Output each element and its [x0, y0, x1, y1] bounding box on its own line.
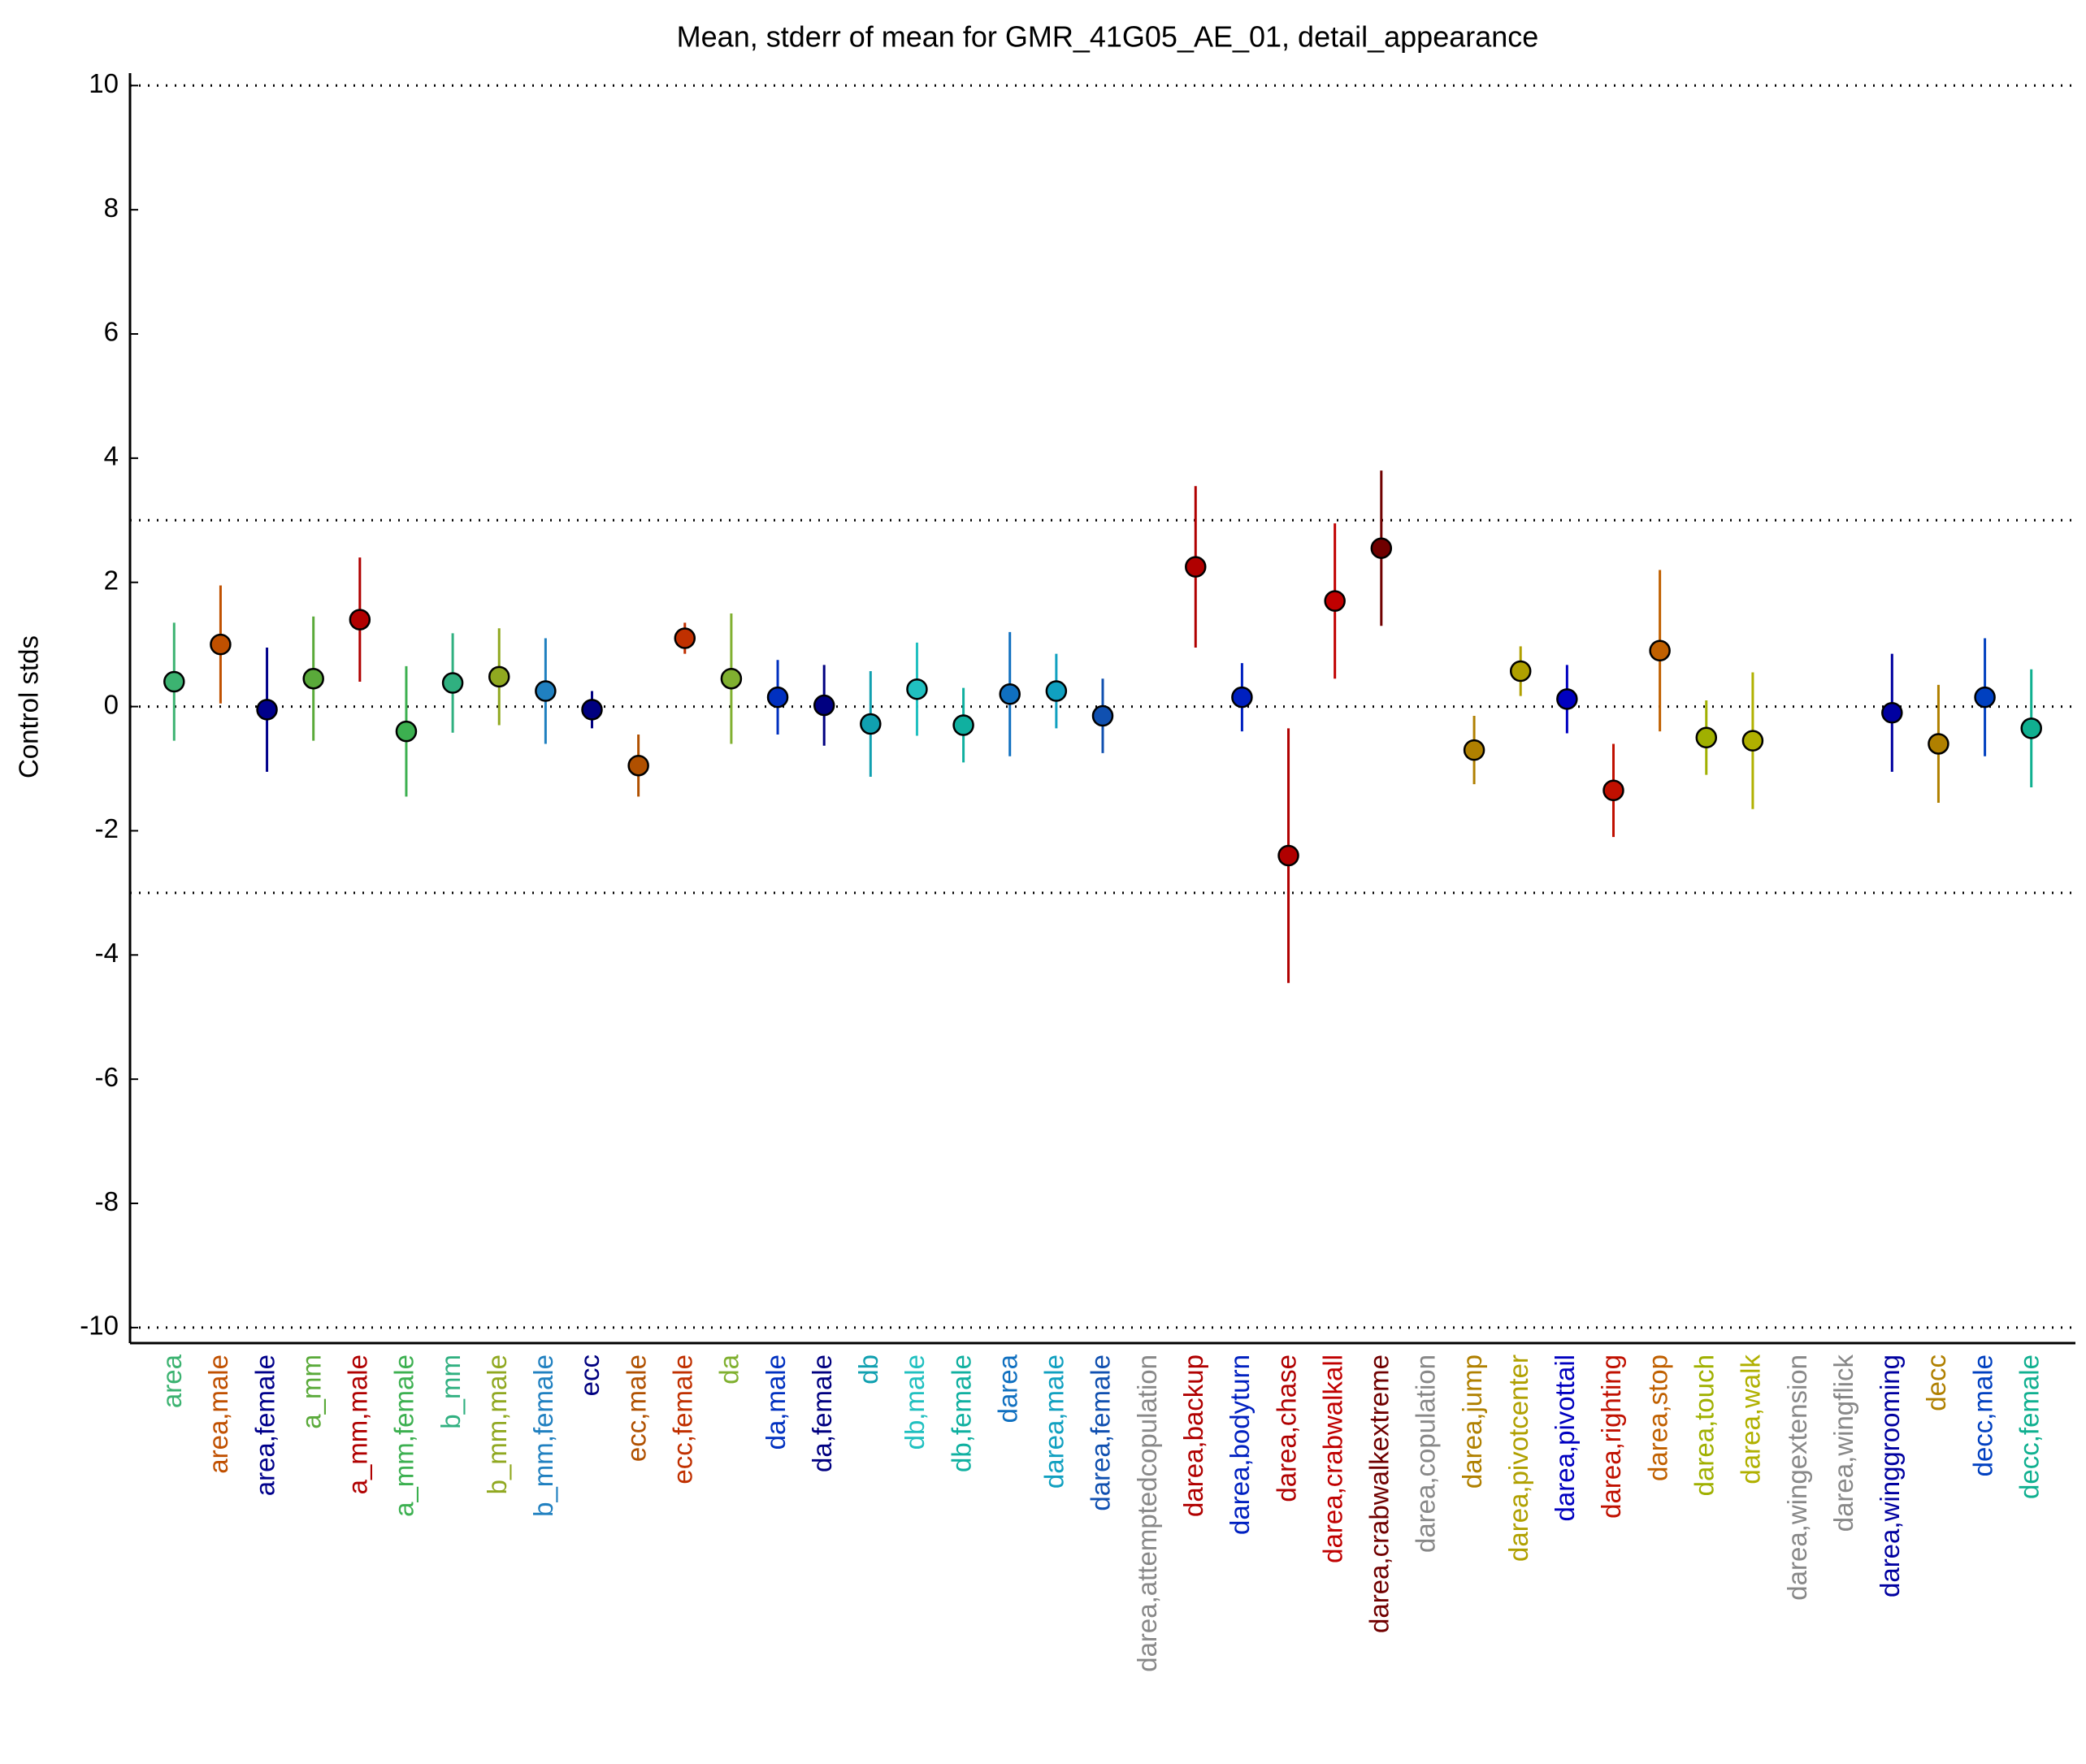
mean-marker [395, 720, 418, 743]
x-tick-label: darea,righting [1596, 1354, 1626, 1519]
x-tick-label: b_mm,male [482, 1354, 512, 1494]
mean-marker [1091, 704, 1114, 727]
y-tick-label: -10 [80, 1311, 119, 1341]
y-tick-label: 10 [89, 68, 119, 98]
y-tick-label: 8 [104, 193, 119, 223]
mean-marker [256, 699, 278, 721]
mean-marker [720, 667, 743, 690]
mean-marker [163, 670, 185, 693]
x-tick-label: darea,winggrooming [1875, 1354, 1905, 1597]
mean-marker [581, 699, 603, 721]
mean-marker [952, 714, 974, 736]
x-tick-label: darea [992, 1354, 1022, 1423]
x-tick-label: darea,touch [1689, 1354, 1719, 1496]
mean-marker [1974, 686, 1996, 709]
mean-marker [1277, 844, 1299, 867]
mean-marker [2020, 717, 2042, 739]
x-tick-label: ecc,female [667, 1354, 697, 1484]
x-tick-label: a_mm [296, 1354, 326, 1429]
mean-marker [1509, 660, 1532, 683]
x-tick-label: darea,stop [1642, 1354, 1672, 1481]
x-tick-label: darea,pivotcenter [1503, 1354, 1533, 1562]
mean-marker [1881, 701, 1903, 724]
mean-marker [441, 672, 464, 694]
mean-marker [488, 665, 510, 688]
x-tick-label: db [853, 1354, 883, 1385]
x-tick-label: decc,male [1967, 1354, 1997, 1476]
x-tick-label: darea,chase [1271, 1354, 1301, 1502]
mean-marker [860, 713, 882, 735]
x-tick-label: db,female [946, 1354, 976, 1472]
x-tick-label: a_mm,female [389, 1354, 419, 1517]
mean-marker [1324, 590, 1346, 612]
x-tick-label: darea,jump [1457, 1354, 1487, 1489]
x-tick-label: da,female [807, 1354, 837, 1472]
x-tick-label: b_mm,female [528, 1354, 558, 1517]
y-tick-label: 6 [104, 317, 119, 347]
x-tick-label: darea,wingflick [1828, 1354, 1858, 1532]
mean-marker [1928, 733, 1949, 755]
x-tick-label: darea,female [1086, 1354, 1116, 1511]
x-tick-label: ecc,male [621, 1354, 651, 1462]
mean-marker [1045, 680, 1068, 702]
x-tick-label: darea,walk [1736, 1354, 1766, 1484]
x-tick-label: area,male [203, 1354, 233, 1474]
x-tick-label: area [157, 1354, 187, 1408]
x-tick-label: b_mm [436, 1354, 466, 1429]
x-tick-label: darea,backup [1178, 1354, 1208, 1517]
y-tick-label: -2 [95, 813, 119, 843]
mean-marker [813, 694, 835, 717]
mean-marker [1556, 688, 1578, 710]
mean-marker [210, 633, 232, 656]
x-tick-label: darea,attemptedcopulation [1132, 1354, 1162, 1672]
x-tick-label: darea,wingextension [1782, 1354, 1812, 1601]
mean-marker [349, 609, 371, 631]
mean-marker [766, 686, 789, 709]
x-tick-label: ecc [575, 1354, 605, 1396]
mean-marker [1370, 537, 1393, 559]
mean-marker [535, 680, 557, 702]
x-tick-label: darea,copulation [1411, 1354, 1441, 1553]
x-tick-label: darea,crabwalkextreme [1364, 1354, 1394, 1633]
mean-marker [1463, 739, 1485, 761]
y-tick-label: -4 [95, 938, 119, 968]
x-tick-label: db,male [900, 1354, 930, 1450]
y-tick-label: -6 [95, 1062, 119, 1092]
mean-marker [906, 678, 928, 700]
x-tick-label: da,male [761, 1354, 791, 1450]
mean-marker [674, 627, 696, 649]
y-tick-label: 0 [104, 689, 119, 719]
x-tick-label: da [714, 1354, 744, 1384]
mean-marker [1602, 779, 1624, 802]
x-tick-label: darea,pivottail [1550, 1354, 1580, 1521]
mean-marker [302, 667, 324, 690]
y-tick-label: 4 [104, 441, 119, 471]
mean-marker [1695, 726, 1718, 749]
mean-marker [1649, 639, 1671, 662]
x-tick-label: decc,female [2014, 1354, 2044, 1499]
x-tick-label: darea,crabwalkall [1317, 1354, 1347, 1563]
x-tick-label: darea,bodyturn [1225, 1354, 1255, 1535]
mean-marker [1231, 686, 1253, 709]
x-tick-label: a_mm,male [343, 1354, 373, 1494]
x-tick-label: decc [1921, 1354, 1951, 1411]
mean-marker [1185, 556, 1207, 578]
mean-marker [1741, 730, 1764, 752]
chart-title: Mean, stderr of mean for GMR_41G05_AE_01… [677, 20, 1539, 54]
x-tick-label: area,female [249, 1354, 280, 1496]
mean-marker [999, 683, 1021, 705]
mean-marker [627, 754, 649, 777]
x-tick-label: darea,male [1039, 1354, 1069, 1489]
y-axis-label: Control stds [14, 635, 44, 778]
y-tick-label: -8 [95, 1186, 119, 1216]
y-tick-label: 2 [104, 565, 119, 595]
